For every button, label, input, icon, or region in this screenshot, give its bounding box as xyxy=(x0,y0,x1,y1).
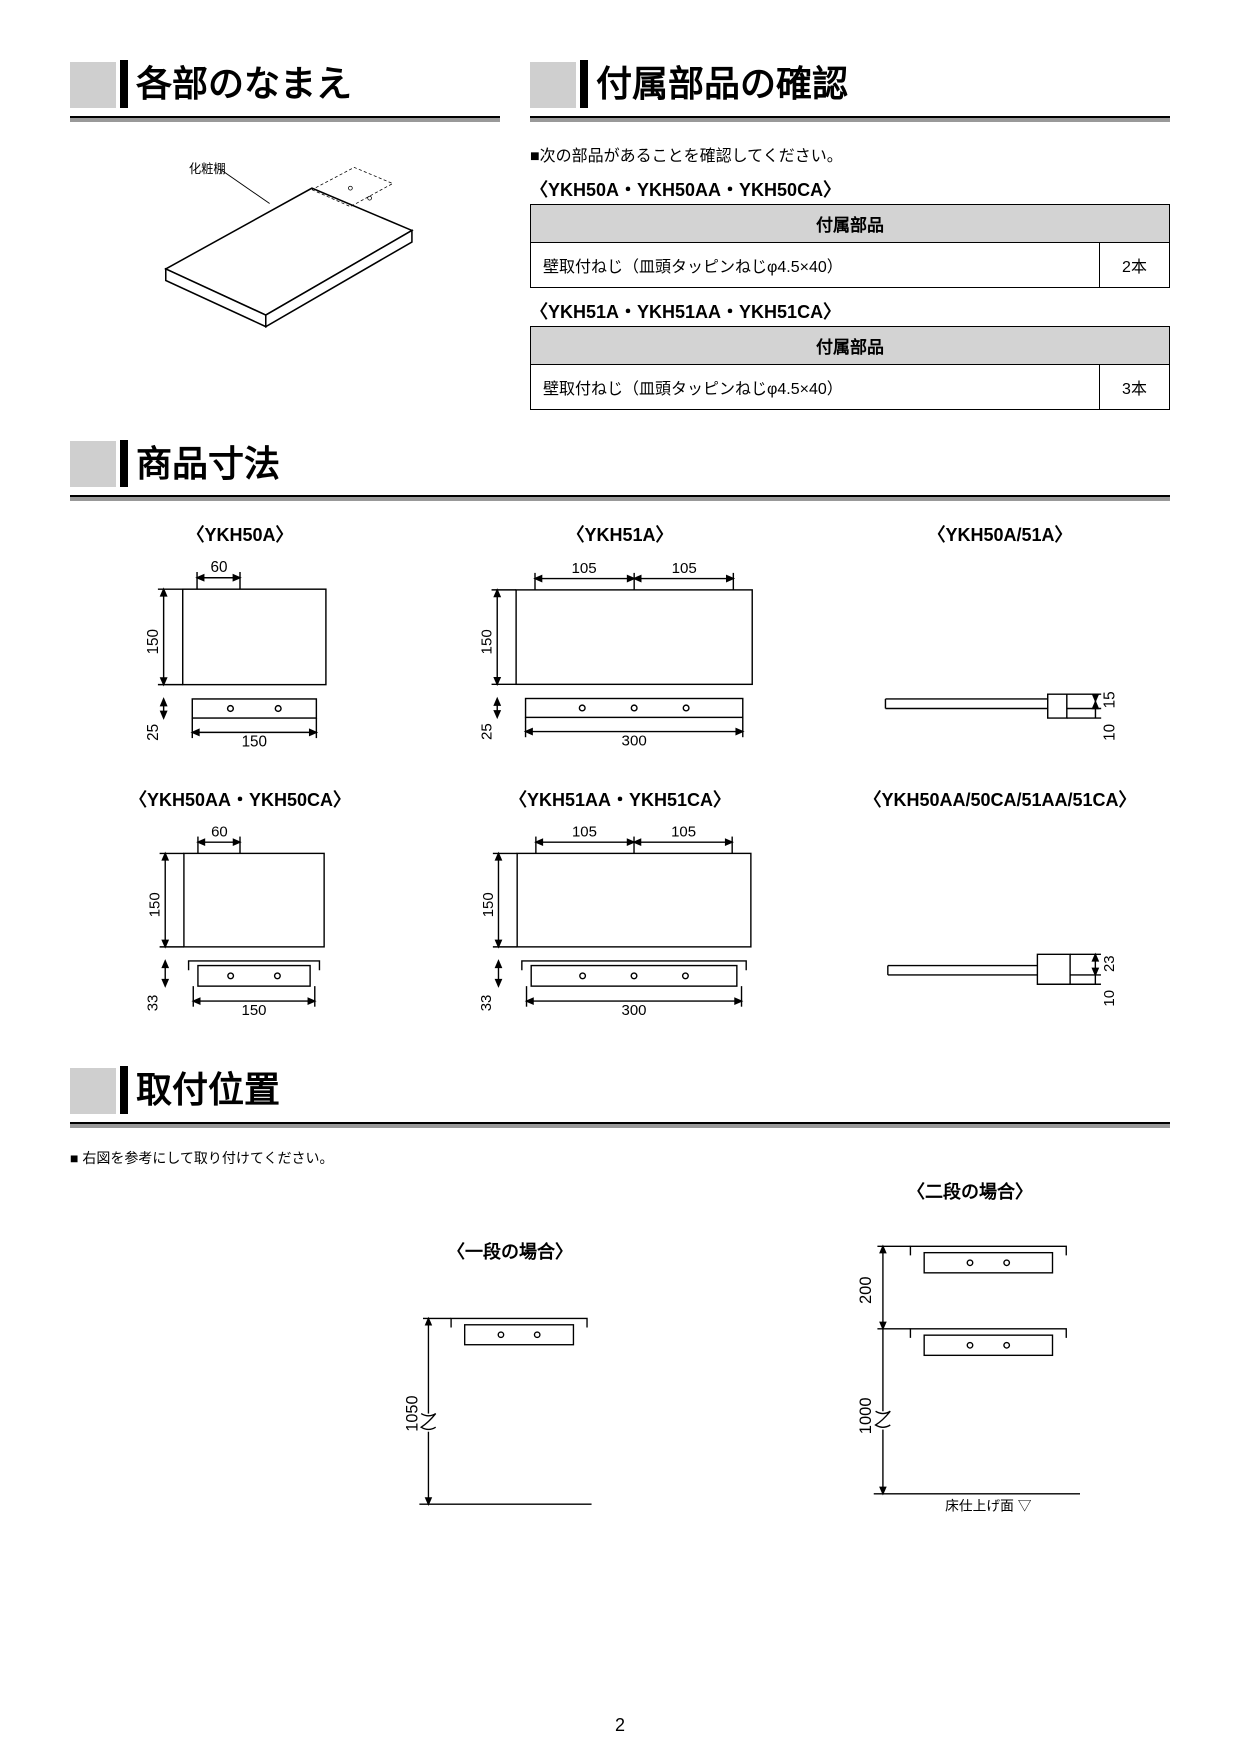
d2-top1: 105 xyxy=(572,560,597,577)
dim-cell-3: 〈YKH50A/51A〉 15 10 xyxy=(830,521,1170,766)
d4-bottom: 150 xyxy=(242,1002,267,1019)
section3-rule xyxy=(70,495,1170,497)
d5-top2: 105 xyxy=(671,824,696,841)
single-hdr: 〈一段の場合〉 xyxy=(250,1238,770,1264)
head-square xyxy=(70,62,116,108)
section4-rule xyxy=(70,1122,1170,1124)
dim-cell-1: 〈YKH50A〉 xyxy=(70,521,410,766)
section4-title: 取付位置 xyxy=(120,1066,280,1114)
dim-cell-2: 〈YKH51A〉 xyxy=(450,521,790,766)
d6-hdr: 〈YKH50AA/50CA/51AA/51CA〉 xyxy=(830,786,1170,812)
d6-h2: 10 xyxy=(1101,990,1118,1007)
d1-rect xyxy=(183,589,326,684)
group1-qty: 2本 xyxy=(1100,242,1170,287)
group2-item: 壁取付ねじ（皿頭タッピンねじφ4.5×40） xyxy=(531,364,1100,409)
single-height: 1050 xyxy=(404,1395,422,1431)
leader-line xyxy=(220,169,270,204)
section-install: 取付位置 ■ 右図を参考にして取り付けてください。 〈一段の場合〉 xyxy=(70,1066,1170,1535)
group1-models: 〈YKH50A・YKH50AA・YKH50CA〉 xyxy=(530,176,1170,202)
d2-bottom: 300 xyxy=(622,733,647,750)
double-hdr: 〈二段の場合〉 xyxy=(770,1178,1170,1204)
d2-bh: 25 xyxy=(479,723,496,740)
section-parts-names: 各部のなまえ 化粧棚 xyxy=(70,60,500,410)
section2-title: 付属部品の確認 xyxy=(580,60,848,108)
d5-hdr: 〈YKH51AA・YKH51CA〉 xyxy=(450,786,790,812)
d2-svg: 105 105 300 150 25 xyxy=(450,551,790,761)
d1-side: 150 xyxy=(145,629,162,654)
head-square xyxy=(530,62,576,108)
section-accessories: 付属部品の確認 ■次の部品があることを確認してください。 〈YKH50A・YKH… xyxy=(530,60,1170,410)
d3-svg: 15 10 xyxy=(830,551,1170,761)
group2-header: 付属部品 xyxy=(531,326,1170,364)
shelf-3d-drawing: 化粧棚 xyxy=(70,142,500,342)
d3-h1: 15 xyxy=(1102,692,1119,709)
dim-cell-5: 〈YKH51AA・YKH51CA〉 105 xyxy=(450,786,790,1036)
section3-title: 商品寸法 xyxy=(120,440,280,488)
d1-bottom: 150 xyxy=(242,734,267,751)
dim-cell-6: 〈YKH50AA/50CA/51AA/51CA〉 23 10 xyxy=(830,786,1170,1036)
d5-bh: 33 xyxy=(478,995,495,1012)
head-square xyxy=(70,441,116,487)
dim-cell-4: 〈YKH50AA・YKH50CA〉 60 150 xyxy=(70,786,410,1036)
section1-title: 各部のなまえ xyxy=(120,60,352,108)
shelf-hole1 xyxy=(348,186,352,190)
shelf-hole2 xyxy=(368,196,372,200)
d5-side: 150 xyxy=(480,893,497,918)
install-note: ■ 右図を参考にして取り付けてください。 xyxy=(70,1148,1170,1168)
install-single: 〈一段の場合〉 1050 xyxy=(250,1238,770,1535)
double-gap: 200 xyxy=(857,1276,875,1304)
section4-head: 取付位置 xyxy=(70,1066,1170,1114)
d6-svg: 23 10 xyxy=(830,816,1170,1031)
double-svg: 200 1000 床仕上げ面 ▽ xyxy=(805,1210,1135,1530)
group1-header: 付属部品 xyxy=(531,204,1170,242)
d1-top: 60 xyxy=(211,559,228,576)
section2-rule xyxy=(530,116,1170,118)
d4-side: 150 xyxy=(147,893,164,918)
d1-hdr: 〈YKH50A〉 xyxy=(70,521,410,547)
section3-head: 商品寸法 xyxy=(70,440,1170,488)
d6-h1: 23 xyxy=(1101,956,1118,973)
group2-table: 付属部品 壁取付ねじ（皿頭タッピンねじφ4.5×40） 3本 xyxy=(530,326,1170,410)
floor-label: 床仕上げ面 ▽ xyxy=(945,1498,1032,1513)
d1-svg: 60 150 150 25 xyxy=(70,551,410,761)
d2-rect xyxy=(516,590,752,684)
double-height: 1000 xyxy=(857,1397,875,1434)
d2-top2: 105 xyxy=(672,560,697,577)
head-square xyxy=(70,1068,116,1114)
group1-table: 付属部品 壁取付ねじ（皿頭タッピンねじφ4.5×40） 2本 xyxy=(530,204,1170,288)
dim-grid: 〈YKH50A〉 xyxy=(70,521,1170,1036)
section1-rule xyxy=(70,116,500,118)
d2-hdr: 〈YKH51A〉 xyxy=(450,521,790,547)
section-dimensions: 商品寸法 〈YKH50A〉 xyxy=(70,440,1170,1037)
d3-h2: 10 xyxy=(1102,724,1119,741)
d5-svg: 105 105 300 150 33 xyxy=(450,816,790,1031)
d5-bottom: 300 xyxy=(622,1002,647,1019)
group2-qty: 3本 xyxy=(1100,364,1170,409)
section1-head: 各部のなまえ xyxy=(70,60,500,108)
d4-top: 60 xyxy=(211,824,228,841)
d2-side: 150 xyxy=(479,629,496,654)
accessory-intro: ■次の部品があることを確認してください。 xyxy=(530,142,1170,166)
d3-hdr: 〈YKH50A/51A〉 xyxy=(830,521,1170,547)
group2-models: 〈YKH51A・YKH51AA・YKH51CA〉 xyxy=(530,298,1170,324)
shelf-label: 化粧棚 xyxy=(189,160,226,175)
group1-item: 壁取付ねじ（皿頭タッピンねじφ4.5×40） xyxy=(531,242,1100,287)
single-svg: 1050 xyxy=(365,1270,655,1530)
d5-top1: 105 xyxy=(572,824,597,841)
d4-svg: 60 150 150 33 xyxy=(70,816,410,1031)
d4-hdr: 〈YKH50AA・YKH50CA〉 xyxy=(70,786,410,812)
page-number: 2 xyxy=(0,1715,1240,1736)
d1-bh: 25 xyxy=(145,724,162,741)
section2-head: 付属部品の確認 xyxy=(530,60,1170,108)
d4-bh: 33 xyxy=(145,995,162,1012)
install-double: 〈二段の場合〉 xyxy=(770,1178,1170,1535)
